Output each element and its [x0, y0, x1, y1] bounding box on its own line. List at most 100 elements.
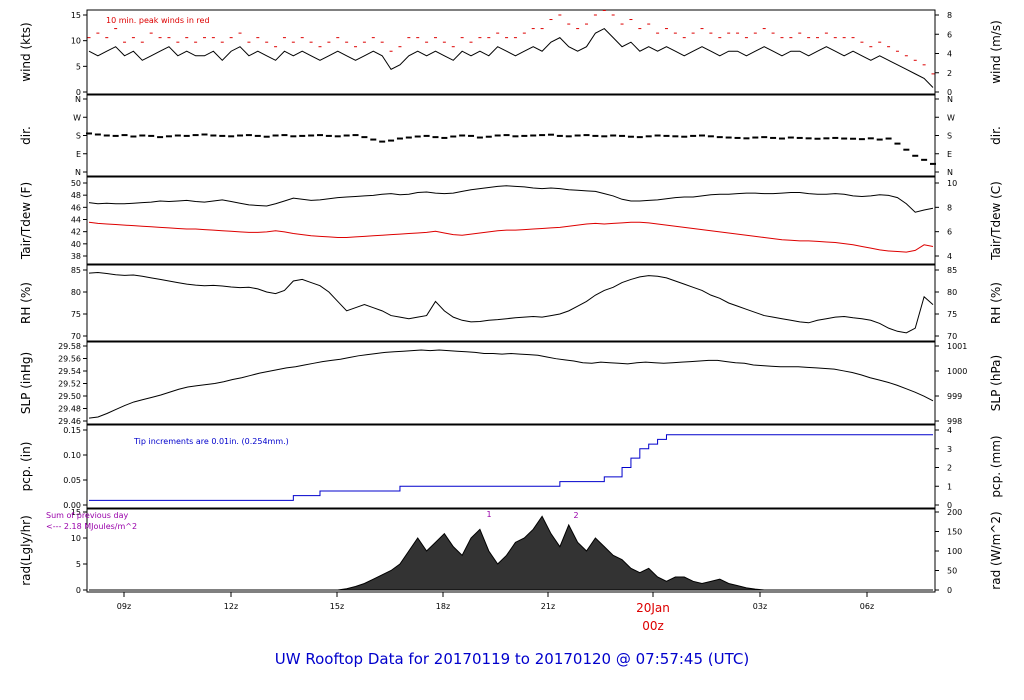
rh-ytick-label-left: 75: [71, 310, 81, 319]
dir-ytick-label-left: N: [75, 168, 81, 177]
rh-ylabel-left: RH (%): [19, 282, 33, 324]
slp-ytick-label-left: 29.56: [58, 355, 81, 364]
wind-ytick-label-left: 5: [76, 62, 81, 71]
dir-ytick-label-right: N: [947, 95, 953, 104]
slp-ytick-label-left: 29.58: [58, 342, 81, 351]
dir-ytick-label-left: W: [73, 113, 81, 122]
pcp-ytick-label-left: 0.05: [63, 476, 81, 485]
slp-ytick-label-right: 1000: [947, 367, 967, 376]
wind-annotation: 10 min. peak winds in red: [106, 16, 210, 25]
wind-ytick-label-left: 10: [71, 37, 81, 46]
temp-ylabel-right: Tair/Tdew (C): [989, 181, 1003, 261]
pcp-ytick-label-right: 1: [947, 482, 952, 491]
dir-ylabel-left: dir.: [19, 126, 33, 145]
slp-ylabel-right: SLP (hPa): [989, 355, 1003, 411]
rad-ytick-label-right: 50: [947, 567, 957, 576]
rad-ytick-label-left: 0: [76, 586, 81, 595]
slp-ytick-label-left: 29.52: [58, 380, 81, 389]
rh-ytick-label-right: 85: [947, 266, 957, 275]
temp-ytick-label-right: 6: [947, 228, 952, 237]
rh-frame: [86, 264, 936, 342]
slp-ytick-label-left: 29.50: [58, 392, 81, 401]
slp-ylabel-left: SLP (inHg): [19, 352, 33, 414]
pcp-ylabel-right: pcp. (mm): [989, 435, 1003, 497]
wind-ytick-label-right: 2: [947, 69, 952, 78]
pcp-annotation: Tip increments are 0.01in. (0.254mm.): [133, 437, 289, 446]
tair-line: [88, 185, 934, 213]
temp-ylabel-left: Tair/Tdew (F): [19, 182, 33, 260]
pcp-ytick-label-right: 2: [947, 464, 952, 473]
wind-ytick-label-right: 6: [947, 30, 952, 39]
slp-frame: [86, 341, 936, 425]
slp-line: [88, 349, 934, 419]
temp-ytick-label-right: 4: [947, 252, 952, 261]
pcp-ytick-label-left: 0.10: [63, 451, 81, 460]
dir-ytick-label-left: E: [76, 150, 81, 159]
slp-ytick-label-right: 1001: [947, 342, 967, 351]
rh-ytick-label-left: 85: [71, 266, 81, 275]
dir-ytick-label-right: W: [947, 113, 955, 122]
pcp-ytick-label-left: 0.00: [63, 501, 81, 510]
xtick-label: 03z: [753, 602, 767, 611]
pcp-ylabel-left: pcp. (in): [19, 442, 33, 492]
chart-title: UW Rooftop Data for 20170119 to 20170120…: [274, 650, 750, 668]
temp-ytick-label-left: 44: [71, 216, 81, 225]
slp-ytick-label-left: 29.48: [58, 405, 81, 414]
wind-ylabel-right: wind (m/s): [989, 20, 1003, 84]
rh-ytick-label-right: 80: [947, 288, 957, 297]
wind-ylabel-left: wind (kts): [19, 22, 33, 81]
xtick-label: 12z: [224, 602, 238, 611]
rad-marker-1: 1: [486, 510, 491, 519]
rad-ylabel-left: rad(Lgly/hr): [19, 515, 33, 586]
rad-ytick-label-left: 10: [71, 534, 81, 543]
dir-ytick-label-right: S: [947, 132, 952, 141]
rh-ytick-label-right: 75: [947, 310, 957, 319]
temp-ytick-label-left: 38: [71, 252, 81, 261]
rad-ytick-label-right: 0: [947, 586, 952, 595]
wind-speed-line: [88, 27, 934, 88]
wind-ytick-label-right: 4: [947, 50, 952, 59]
rad-ytick-label-right: 100: [947, 547, 962, 556]
dir-ylabel-right: dir.: [989, 126, 1003, 145]
pcp-ytick-label-left: 0.15: [63, 426, 81, 435]
pcp-line: [89, 434, 933, 501]
rh-ytick-label-left: 80: [71, 288, 81, 297]
wind-ytick-label-left: 15: [71, 11, 81, 20]
xtick-label: 18z: [436, 602, 450, 611]
temp-ytick-label-left: 42: [71, 228, 81, 237]
slp-ytick-label-left: 29.46: [58, 417, 81, 426]
rh-line: [88, 272, 934, 334]
dir-ytick-label-right: E: [947, 150, 952, 159]
temp-ytick-label-left: 46: [71, 203, 81, 212]
temp-ytick-label-left: 40: [71, 240, 81, 249]
pcp-ytick-label-right: 4: [947, 426, 952, 435]
slp-ytick-label-right: 998: [947, 417, 962, 426]
rad-ytick-label-right: 200: [947, 508, 962, 517]
rad-annotation-value: <--- 2.18 MJoules/m^2: [46, 522, 137, 531]
rh-ytick-label-right: 70: [947, 332, 957, 341]
xtick-label: 00z: [642, 619, 664, 633]
wind-frame: [86, 9, 936, 95]
temp-ytick-label-left: 50: [71, 179, 81, 188]
rad-ytick-label-left: 15: [71, 508, 81, 517]
pcp-ytick-label-right: 3: [947, 445, 952, 454]
rh-ylabel-right: RH (%): [989, 282, 1003, 324]
tdew-line: [88, 221, 934, 253]
xtick-label: 21z: [541, 602, 555, 611]
rad-annotation-sum: Sum of previous day: [46, 511, 128, 520]
slp-ytick-label-left: 29.54: [58, 367, 81, 376]
rad-ytick-label-right: 150: [947, 528, 962, 537]
rh-ytick-label-left: 70: [71, 332, 81, 341]
rad-marker-2: 2: [573, 511, 578, 520]
dir-ytick-label-left: S: [76, 132, 81, 141]
temp-ytick-label-right: 10: [947, 179, 957, 188]
rad-ytick-label-left: 5: [76, 560, 81, 569]
xaxis-date-label: 20Jan: [636, 601, 670, 615]
dir-ytick-label-left: N: [75, 95, 81, 104]
wind-ytick-label-right: 0: [947, 88, 952, 97]
wind-ytick-label-left: 0: [76, 88, 81, 97]
rad-ylabel-right: rad (W/m^2): [989, 511, 1003, 589]
wind-ytick-label-right: 8: [947, 11, 952, 20]
pcp-frame: [86, 424, 936, 509]
